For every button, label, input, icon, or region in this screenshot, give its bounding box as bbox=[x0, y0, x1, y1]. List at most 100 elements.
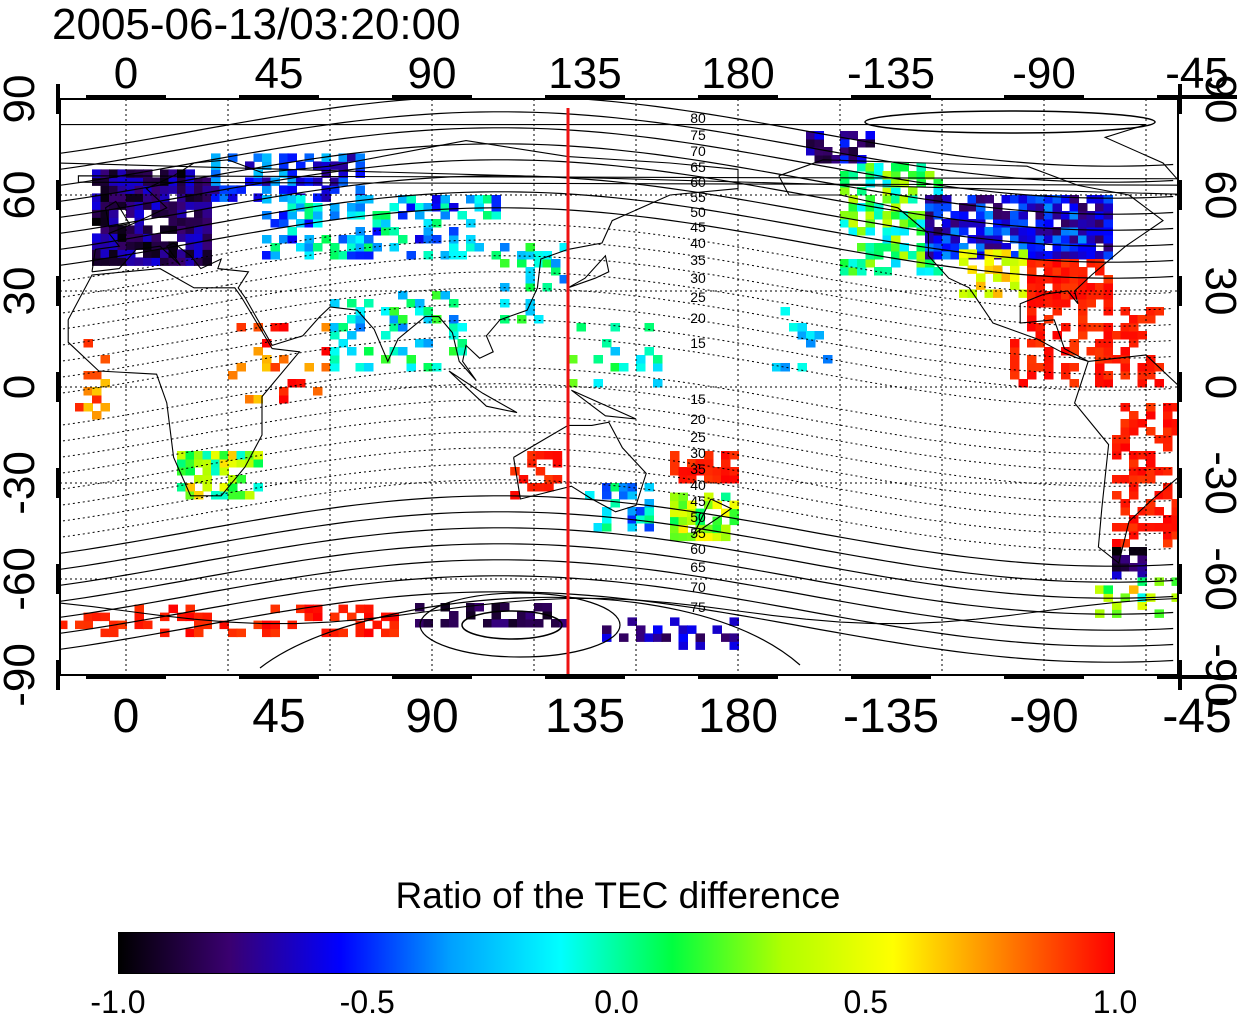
tec-cell bbox=[874, 163, 884, 172]
tec-cell bbox=[262, 339, 272, 348]
tec-cell bbox=[1027, 299, 1037, 308]
tec-cell bbox=[100, 379, 110, 388]
tec-cell bbox=[1052, 195, 1062, 204]
tec-cell bbox=[857, 163, 867, 172]
tec-cell bbox=[398, 347, 408, 356]
tec-cell bbox=[993, 289, 1003, 298]
tec-cell bbox=[1112, 555, 1122, 564]
colorbar-tick-label: 0.0 bbox=[594, 984, 639, 1020]
tec-cell bbox=[1052, 211, 1062, 220]
tec-cell bbox=[211, 467, 221, 476]
tec-cell bbox=[228, 483, 238, 492]
tec-cell bbox=[134, 193, 144, 202]
tec-cell bbox=[177, 201, 187, 210]
tec-cell bbox=[185, 225, 195, 234]
tec-cell bbox=[1044, 211, 1054, 220]
tec-cell bbox=[228, 371, 238, 380]
tec-cell bbox=[806, 331, 816, 340]
tec-cell bbox=[865, 251, 875, 260]
tec-cell bbox=[355, 169, 365, 178]
tec-cell bbox=[415, 203, 425, 212]
tec-cell bbox=[933, 227, 943, 236]
tec-cell bbox=[474, 243, 484, 252]
contour-label: 15 bbox=[690, 391, 706, 407]
tec-cell bbox=[253, 451, 263, 460]
tec-cell bbox=[415, 211, 425, 220]
tec-cell bbox=[865, 227, 875, 236]
tec-cell bbox=[262, 628, 272, 638]
left-axis-tick bbox=[56, 84, 60, 114]
contour-label: 75 bbox=[690, 599, 706, 615]
tec-cell bbox=[1103, 585, 1113, 594]
tec-cell bbox=[168, 225, 178, 234]
tec-cell bbox=[270, 620, 280, 630]
tec-cell bbox=[1010, 371, 1020, 380]
tec-cell bbox=[160, 249, 170, 258]
tec-cell bbox=[211, 193, 221, 202]
tec-cell bbox=[806, 147, 816, 156]
tec-cell bbox=[865, 139, 875, 148]
tec-cell bbox=[253, 193, 263, 202]
magnetic-pole-contour bbox=[461, 610, 563, 640]
tec-cell bbox=[185, 249, 195, 258]
tec-cell bbox=[1103, 211, 1113, 220]
tec-cell bbox=[1035, 299, 1045, 308]
tec-cell bbox=[857, 155, 867, 164]
tec-cell bbox=[296, 203, 306, 212]
tec-cell bbox=[449, 243, 459, 252]
tec-cell bbox=[1137, 563, 1147, 572]
tec-cell bbox=[296, 161, 306, 170]
tec-cell bbox=[449, 251, 459, 260]
tec-cell bbox=[177, 233, 187, 242]
tec-cell bbox=[1018, 195, 1028, 204]
tec-cell bbox=[967, 195, 977, 204]
tec-cell bbox=[109, 233, 119, 242]
tec-cell bbox=[423, 619, 433, 628]
tec-cell bbox=[330, 299, 340, 308]
tec-cell bbox=[219, 467, 229, 476]
tec-cell bbox=[1027, 267, 1037, 276]
tec-cell bbox=[1129, 339, 1139, 348]
tec-cell bbox=[355, 211, 365, 220]
tec-cell bbox=[840, 171, 850, 180]
tec-cell bbox=[891, 179, 901, 188]
tec-cell bbox=[1095, 371, 1105, 380]
tec-cell bbox=[1018, 227, 1028, 236]
tec-cell bbox=[712, 475, 722, 484]
tec-cell bbox=[202, 217, 212, 226]
coastline bbox=[778, 159, 1164, 362]
tec-cell bbox=[1154, 307, 1164, 316]
tec-cell bbox=[1112, 435, 1122, 444]
tec-cell bbox=[92, 169, 102, 178]
tec-cell bbox=[100, 217, 110, 226]
tec-cell bbox=[687, 625, 697, 634]
tec-cell bbox=[202, 225, 212, 234]
tec-cell bbox=[840, 211, 850, 220]
tec-cell bbox=[415, 299, 425, 308]
tec-cell bbox=[100, 169, 110, 178]
tec-cell bbox=[1120, 427, 1130, 436]
tec-cell bbox=[670, 451, 680, 460]
tec-cell bbox=[848, 195, 858, 204]
tec-cell bbox=[245, 451, 255, 460]
tec-cell bbox=[279, 211, 289, 220]
tec-cell bbox=[712, 516, 722, 526]
tec-cell bbox=[372, 243, 382, 252]
tec-cell bbox=[202, 475, 212, 484]
tec-cell bbox=[338, 323, 348, 332]
tec-cell bbox=[687, 532, 697, 542]
tec-cell bbox=[1154, 467, 1164, 476]
contour-label: 40 bbox=[690, 477, 706, 493]
tec-cell bbox=[1120, 403, 1130, 412]
tec-cell bbox=[525, 307, 535, 316]
tec-cell bbox=[168, 241, 178, 250]
tec-cell bbox=[457, 323, 467, 332]
tec-cell bbox=[1044, 299, 1054, 308]
tec-cell bbox=[92, 387, 102, 396]
tec-cell bbox=[670, 500, 680, 510]
tec-cell bbox=[270, 323, 280, 332]
tec-cell bbox=[1103, 331, 1113, 340]
tec-cell bbox=[602, 515, 612, 524]
tec-cell bbox=[423, 251, 433, 260]
tec-cell bbox=[1027, 339, 1037, 348]
